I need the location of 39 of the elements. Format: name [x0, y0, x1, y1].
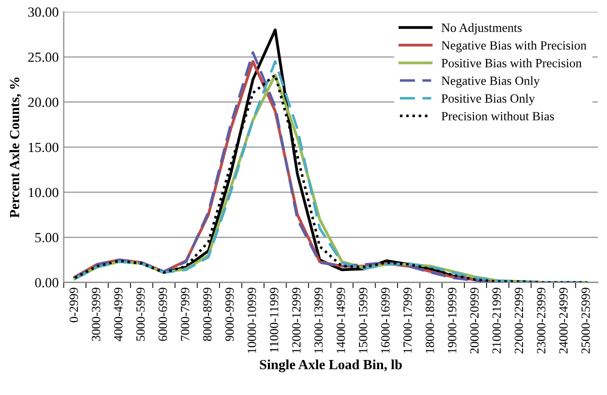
legend-label: Positive Bias with Precision [442, 58, 582, 68]
legend-label: Negative Bias with Precision [442, 40, 586, 52]
legend-label: No Adjustments [442, 23, 522, 35]
x-tick-label: 9000-9999 [225, 288, 234, 342]
y-tick-label: 15.00 [28, 142, 58, 152]
x-tick-label: 3000-3999 [92, 288, 100, 341]
y-tick-label: 10.00 [28, 188, 58, 198]
x-tick-label: 0-2999 [70, 288, 78, 322]
x-tick-label: 20000-20999 [470, 288, 479, 354]
x-tick-label: 6000-6999 [158, 288, 168, 341]
x-tick-label: 23000-23999 [536, 288, 546, 354]
x-tick-label: 8000-8999 [203, 288, 212, 341]
y-tick-label: 30.00 [28, 7, 58, 17]
y-tick-label: 5.00 [35, 232, 58, 242]
x-tick-label: 21000-21999 [492, 288, 501, 354]
legend-label: Negative Bias Only [442, 76, 540, 88]
y-tick-label: 25.00 [28, 52, 58, 62]
x-tick-label: 24000-24999 [559, 288, 568, 354]
x-tick-label: 16000-16999 [381, 288, 390, 353]
legend-label: Precision without Bias [442, 112, 554, 120]
x-tick-label: 12000-12999 [292, 288, 301, 353]
y-tick-label: 0.00 [35, 278, 58, 288]
x-tick-label: 22000-22999 [514, 288, 524, 354]
x-tick-label: 19000-19999 [448, 288, 456, 353]
x-tick-label: 25000-25999 [581, 288, 590, 354]
x-tick-label: 7000-7999 [180, 288, 190, 341]
x-tick-label: 17000-17999 [403, 288, 412, 353]
x-axis-title: Single Axle Load Bin, lb [260, 360, 402, 372]
y-axis-title: Percent Axle Counts, % [9, 78, 22, 218]
y-tick-label: 20.00 [28, 98, 58, 108]
x-tick-label: 13000-13999 [314, 288, 323, 353]
x-tick-label: 10000-10999 [248, 288, 256, 353]
x-tick-label: 5000-5999 [136, 288, 145, 341]
x-tick-label: 15000-15999 [358, 288, 368, 353]
x-tick-label: 14000-14999 [336, 288, 346, 353]
x-tick-label: 4000-4999 [114, 288, 123, 342]
x-tick-label: 11000-11999 [270, 288, 278, 352]
legend-label: Positive Bias Only [442, 94, 535, 106]
x-tick-label: 18000-18999 [426, 288, 434, 353]
